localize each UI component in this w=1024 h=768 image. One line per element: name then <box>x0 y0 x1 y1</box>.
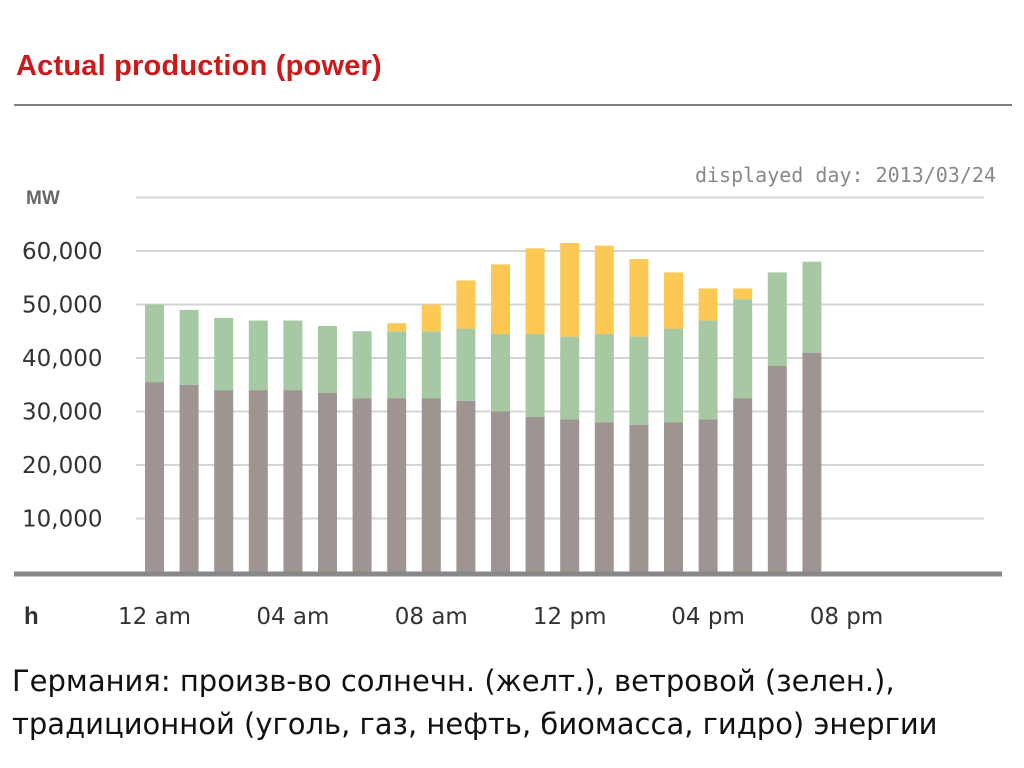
bar-conventional-h1 <box>179 384 199 572</box>
x-tick-label: 04 am <box>256 604 329 630</box>
bar-wind-h5 <box>318 325 337 393</box>
caption-line-1: Германия: произв-во солнечн. (желт.), ве… <box>12 664 895 698</box>
bar-solar-h7 <box>387 323 407 332</box>
bar-conventional-h15 <box>664 422 683 572</box>
bar-conventional-h5 <box>318 392 337 572</box>
bar-wind-h16 <box>698 320 718 420</box>
bar-conventional-h6 <box>352 398 372 572</box>
bars <box>145 242 822 572</box>
y-tick-labels: 10,000 20,000 30,000 40,000 50,000 60,000 <box>22 239 102 533</box>
bar-solar-h11 <box>525 248 545 334</box>
bar-conventional-h12 <box>560 419 580 572</box>
y-tick-label: 40,000 <box>22 346 102 372</box>
bar-solar-h14 <box>629 259 649 337</box>
caption: Германия: произв-во солнечн. (желт.), ве… <box>12 660 1012 746</box>
bar-conventional-h7 <box>387 398 407 572</box>
bar-wind-h1 <box>179 309 199 385</box>
caption-line-2: традиционной (уголь, газ, нефть, биомасс… <box>12 707 938 741</box>
production-chart: 10,000 20,000 30,000 40,000 50,000 60,000 12 … <box>14 163 1002 630</box>
bar-conventional-h14 <box>629 424 649 572</box>
bar-solar-h15 <box>664 272 683 329</box>
bar-wind-h9 <box>456 328 476 401</box>
bar-wind-h6 <box>352 331 372 399</box>
bar-conventional-h0 <box>145 382 164 572</box>
bar-solar-h13 <box>594 245 614 334</box>
bar-conventional-h10 <box>491 411 510 572</box>
bar-wind-h10 <box>491 333 510 412</box>
bar-wind-h13 <box>594 333 614 423</box>
bar-conventional-h9 <box>456 400 476 572</box>
bar-wind-h0 <box>145 304 164 383</box>
bar-wind-h18 <box>767 272 787 367</box>
y-tick-label: 60,000 <box>22 239 102 265</box>
page-title: Actual production (power) <box>16 50 382 82</box>
bar-conventional-h17 <box>733 398 753 572</box>
x-tick-labels: 12 am 04 am 08 am 12 pm 04 pm 08 pm <box>118 604 883 630</box>
bar-solar-h9 <box>456 280 476 329</box>
bar-conventional-h3 <box>248 390 268 572</box>
grid-lines <box>136 196 984 520</box>
y-tick-label: 10,000 <box>22 507 102 533</box>
bar-wind-h17 <box>733 299 753 399</box>
bar-conventional-h18 <box>767 366 787 572</box>
bar-conventional-h4 <box>283 390 303 572</box>
y-tick-label: 30,000 <box>22 400 102 426</box>
bar-wind-h7 <box>387 331 407 399</box>
bar-wind-h4 <box>283 320 303 391</box>
x-tick-label: 12 pm <box>533 604 607 630</box>
bar-wind-h19 <box>802 261 822 353</box>
bar-wind-h2 <box>214 317 234 391</box>
chart-subtitle: displayed day: 2013/03/24 <box>695 163 996 187</box>
bar-solar-h17 <box>733 288 753 300</box>
bar-solar-h8 <box>421 304 441 332</box>
bar-conventional-h2 <box>214 390 234 572</box>
x-tick-label: 04 pm <box>671 604 745 630</box>
x-tick-label: 08 am <box>395 604 468 630</box>
bar-wind-h14 <box>629 336 649 425</box>
x-tick-label: 12 am <box>118 604 191 630</box>
bar-conventional-h19 <box>802 352 822 572</box>
bar-solar-h12 <box>560 242 580 337</box>
y-axis-label: MW <box>26 188 60 209</box>
y-tick-label: 50,000 <box>22 293 102 319</box>
bar-conventional-h13 <box>594 422 614 572</box>
x-axis-label: h <box>24 603 39 630</box>
bar-wind-h8 <box>421 331 441 399</box>
bar-wind-h12 <box>560 336 580 420</box>
bar-solar-h10 <box>491 264 510 334</box>
bar-conventional-h16 <box>698 419 718 572</box>
x-tick-label: 08 pm <box>810 604 884 630</box>
y-tick-label: 20,000 <box>22 453 102 479</box>
title-divider <box>14 104 1012 106</box>
bar-wind-h15 <box>664 328 683 423</box>
bar-wind-h11 <box>525 333 545 417</box>
bar-conventional-h11 <box>525 416 545 572</box>
bar-conventional-h8 <box>421 398 441 572</box>
bar-wind-h3 <box>248 320 268 391</box>
bar-solar-h16 <box>698 288 718 321</box>
